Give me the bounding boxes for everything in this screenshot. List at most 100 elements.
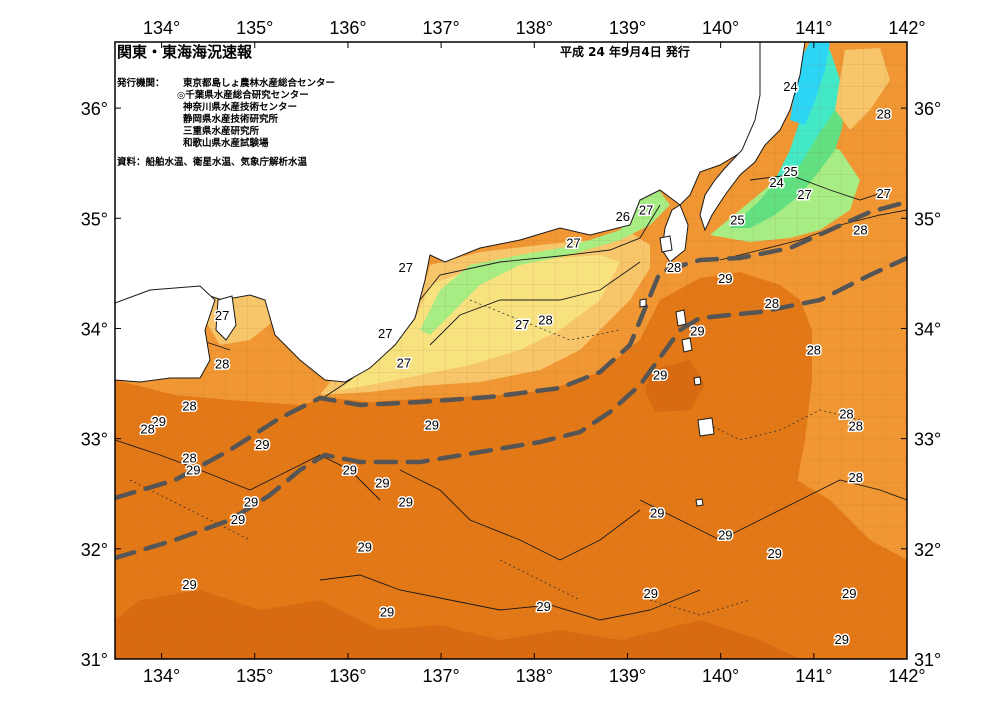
lat-tick-label-right: 31° — [914, 650, 941, 670]
isotherm-label: 29 — [653, 368, 667, 383]
lat-tick-label-left: 32° — [81, 540, 108, 560]
lon-tick-label-top: 142° — [888, 18, 925, 38]
lon-tick-label-top: 139° — [609, 18, 646, 38]
land-shikoku — [115, 285, 216, 383]
isotherm-label: 27 — [797, 187, 811, 202]
axis-labels: 134° 134° 135° 135° 136° 136° 137° 137° 138° 138°… — [81, 18, 941, 686]
lat-tick-label-right: 36° — [914, 99, 941, 119]
kuroshio-axis-north — [115, 199, 907, 501]
isotherm-label: 27 — [876, 186, 890, 201]
isotherm-label: 29 — [398, 494, 412, 509]
isotherm-label: 28 — [876, 107, 890, 122]
isotherm-label: 28 — [839, 406, 853, 421]
isotherm-label: 29 — [842, 586, 856, 601]
island-kozu — [639, 298, 647, 308]
isotherm-label: 29 — [718, 527, 732, 542]
isotherm-label: 28 — [667, 260, 681, 275]
issue-date: 平成 24 年9月4日 発行 — [560, 44, 690, 59]
lon-tick-label-bottom: 138° — [516, 666, 553, 686]
lon-tick-label-bottom: 135° — [236, 666, 273, 686]
isotherm-label: 29 — [244, 494, 258, 509]
lon-tick-label-top: 135° — [236, 18, 273, 38]
issuers-label: 発行機関： — [116, 77, 165, 89]
lon-tick-label-top: 137° — [423, 18, 460, 38]
lat-tick-label-right: 32° — [914, 540, 941, 560]
isotherm-label: 28 — [849, 418, 863, 433]
isotherm-label: 28 — [538, 313, 552, 328]
island-hachijo — [697, 417, 715, 437]
lat-tick-label-left: 35° — [81, 209, 108, 229]
isotherm-label: 27 — [398, 260, 412, 275]
lat-tick-label-right: 35° — [914, 209, 941, 229]
lon-tick-label-top: 134° — [143, 18, 180, 38]
lat-tick-label-left: 33° — [81, 430, 108, 450]
map-frame — [114, 41, 908, 660]
isotherm-label: 25 — [783, 164, 797, 179]
isotherm-label: 28 — [182, 450, 196, 465]
isotherm-label: 29 — [536, 599, 550, 614]
isotherm-label: 28 — [765, 296, 779, 311]
header-block: 関東・東海海況速報 平成 24 年9月4日 発行 発行機関： 東京都島しょ農林水… — [116, 43, 690, 168]
lon-tick-label-bottom: 140° — [702, 666, 739, 686]
isotherm-label: 29 — [343, 462, 357, 477]
lon-tick-label-top: 136° — [329, 18, 366, 38]
lon-tick-label-top: 138° — [516, 18, 553, 38]
kuroshio-axis-lines — [115, 199, 907, 561]
island-mikura — [693, 376, 702, 386]
isotherm-label: 25 — [730, 212, 744, 227]
isotherm-label: 29 — [357, 540, 371, 555]
lat-tick-label-right: 34° — [914, 319, 941, 339]
lon-tick-label-top: 141° — [795, 18, 832, 38]
lon-tick-label-top: 140° — [702, 18, 739, 38]
isotherm-label: 29 — [231, 512, 245, 527]
isotherm-label: 27 — [566, 236, 580, 251]
lon-tick-label-bottom: 139° — [609, 666, 646, 686]
kuroshio-axis-south — [115, 255, 907, 561]
isotherm-label: 24 — [769, 175, 783, 190]
lon-tick-label-bottom: 134° — [143, 666, 180, 686]
isotherm-label: 29 — [644, 586, 658, 601]
isotherm-label: 29 — [186, 462, 200, 477]
isotherm-label: 29 — [718, 271, 732, 286]
isotherm-label: 27 — [639, 202, 653, 217]
land-masses — [115, 42, 806, 507]
isotherm-label: 29 — [835, 632, 849, 647]
land-boso — [699, 42, 806, 232]
issuer-1: ◎千葉県水産総合研究センター — [177, 89, 309, 101]
isotherm-label: 27 — [215, 308, 229, 323]
isotherm-label: 28 — [215, 357, 229, 372]
isotherm-label: 29 — [255, 437, 269, 452]
isotherm-label: 29 — [767, 546, 781, 561]
lat-tick-label-right: 33° — [914, 430, 941, 450]
issuer-2: 神奈川県水産技術センター — [183, 101, 297, 113]
isotherm-label: 28 — [849, 470, 863, 485]
issuer-3: 静岡県水産技術研究所 — [183, 113, 279, 125]
lat-tick-label-left: 36° — [81, 99, 108, 119]
isotherm-label: 29 — [690, 324, 704, 339]
data-sources: 資料：船舶水温、衛星水温、気象庁解析水温 — [117, 156, 308, 168]
isotherm-label: 29 — [375, 476, 389, 491]
isotherm-label: 29 — [182, 577, 196, 592]
lat-tick-label-left: 34° — [81, 319, 108, 339]
isotherm-label: 29 — [380, 605, 394, 620]
isotherm-lines-dotted — [129, 299, 861, 616]
isotherm-label: 27 — [397, 356, 411, 371]
issuer-0: 東京都島しょ農林水産総合センター — [182, 77, 335, 89]
issuer-5: 和歌山県水産試験場 — [182, 137, 269, 149]
isotherm-label: 28 — [182, 399, 196, 414]
isotherm-label: 24 — [783, 79, 797, 94]
lon-tick-label-bottom: 136° — [329, 666, 366, 686]
map-title: 関東・東海海況速報 — [117, 43, 253, 61]
island-aogashima — [695, 498, 704, 507]
issuer-4: 三重県水産研究所 — [183, 125, 260, 137]
isotherm-label: 28 — [807, 342, 821, 357]
isotherm-label: 27 — [515, 317, 529, 332]
island-oshima — [659, 235, 673, 253]
lon-tick-label-bottom: 142° — [888, 666, 925, 686]
island-miyake — [681, 337, 693, 353]
isotherm-label: 29 — [650, 505, 664, 520]
land-awaji — [215, 295, 237, 341]
sea-surface-temperature-field — [115, 42, 907, 659]
